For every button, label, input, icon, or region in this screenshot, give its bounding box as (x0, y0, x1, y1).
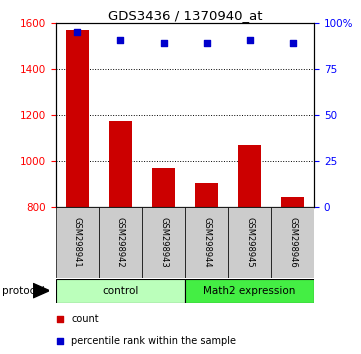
Point (161, 40, 166, 46)
Bar (109, 121, 132, 207)
Point (75, 29, 81, 35)
Bar (66, 30, 89, 207)
Text: protocol: protocol (2, 286, 44, 296)
Text: GSM298946: GSM298946 (288, 217, 297, 268)
Bar (142, 207, 185, 278)
Point (247, 37, 252, 42)
Text: GSM298945: GSM298945 (245, 217, 254, 268)
Text: control: control (102, 286, 139, 296)
Bar (56, 207, 99, 278)
Text: Math2 expression: Math2 expression (203, 286, 296, 296)
Bar (185, 279, 314, 303)
Point (57, 316, 63, 321)
Bar (99, 207, 142, 278)
Text: GSM298944: GSM298944 (202, 217, 211, 268)
Bar (195, 183, 218, 207)
Text: GSM298943: GSM298943 (159, 217, 168, 268)
Point (204, 40, 209, 46)
Bar (56, 279, 185, 303)
Text: GSM298942: GSM298942 (116, 217, 125, 268)
Bar (238, 145, 261, 207)
Polygon shape (33, 284, 49, 298)
Bar (271, 207, 314, 278)
Bar (228, 207, 271, 278)
Bar (185, 207, 228, 278)
Text: GSM298941: GSM298941 (73, 217, 82, 268)
Bar (152, 168, 175, 207)
Point (290, 40, 295, 46)
Bar (281, 197, 304, 207)
Title: GDS3436 / 1370940_at: GDS3436 / 1370940_at (108, 9, 262, 22)
Point (118, 37, 123, 42)
Point (57, 338, 63, 343)
Text: percentile rank within the sample: percentile rank within the sample (71, 336, 236, 346)
Text: count: count (71, 314, 99, 324)
